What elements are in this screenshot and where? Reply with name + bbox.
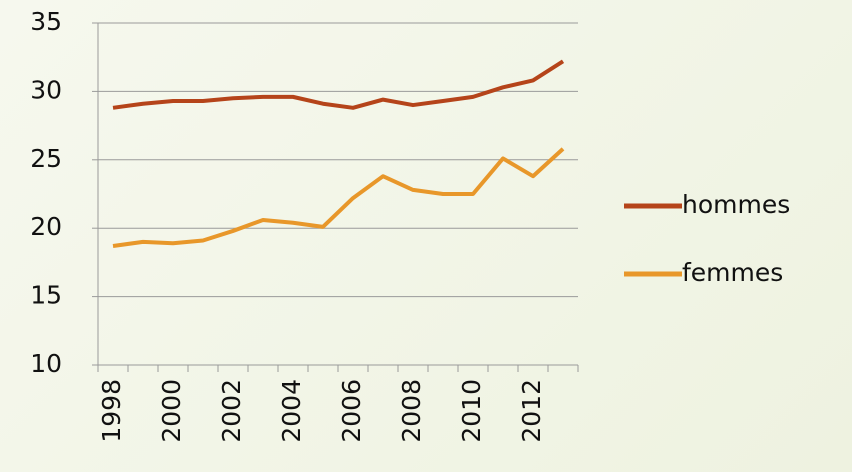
x-tick-label: 2012	[517, 379, 546, 443]
series-line	[112, 147, 565, 248]
x-tick-label: 2004	[277, 379, 306, 443]
x-tick-label: 1998	[97, 379, 126, 443]
series-line	[112, 59, 565, 110]
x-tick-label: 2006	[337, 379, 366, 443]
y-tick-label: 35	[30, 7, 62, 36]
y-tick-label: 25	[30, 144, 62, 173]
legend-label: hommes	[682, 190, 790, 219]
x-tick-label: 2002	[217, 379, 246, 443]
y-tick-label: 10	[30, 349, 62, 378]
legend-label: femmes	[682, 258, 783, 287]
y-tick-label: 30	[30, 75, 62, 104]
x-tick-label: 2008	[397, 379, 426, 443]
x-tick-label: 2010	[457, 379, 486, 443]
y-tick-label: 15	[30, 281, 62, 310]
x-tick-label: 2000	[157, 379, 186, 443]
y-tick-label: 20	[30, 212, 62, 241]
